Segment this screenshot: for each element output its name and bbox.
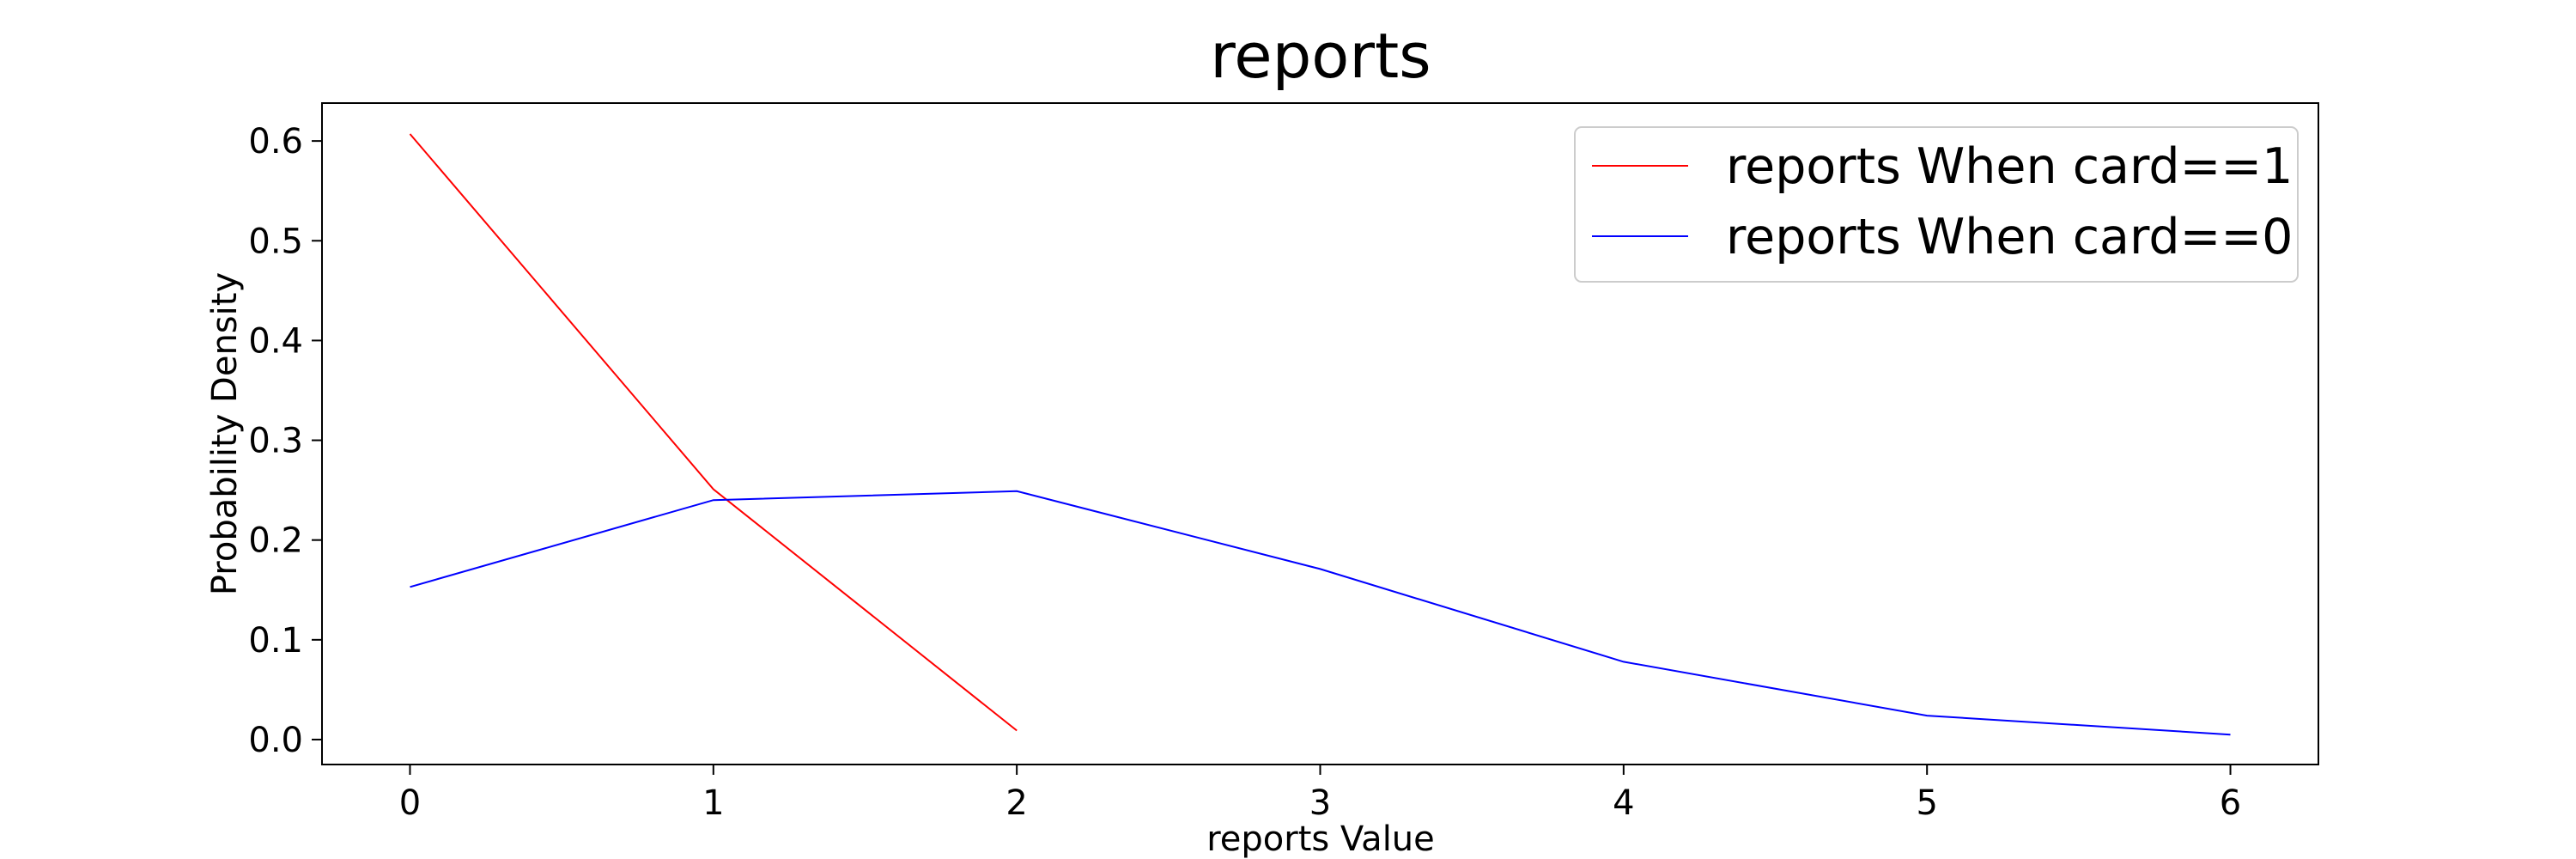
y-axis: 0.0 0.1 0.2 0.3 0.4 0.5 0.6	[248, 122, 322, 760]
series-lines	[409, 133, 2231, 736]
y-tick-label: 0.0	[248, 721, 303, 760]
legend: reports When card==1 reports When card==…	[1574, 126, 2299, 283]
legend-label-card1: reports When card==1	[1726, 138, 2293, 195]
legend-box	[1574, 126, 2299, 283]
y-tick-label: 0.5	[248, 222, 303, 261]
x-tick-label: 5	[1916, 783, 1937, 823]
chart-title: reports	[1210, 20, 1431, 92]
y-tick-label: 0.4	[248, 321, 303, 361]
x-tick-label: 6	[2220, 783, 2241, 823]
y-tick-label: 0.3	[248, 422, 303, 461]
y-tick-label: 0.2	[248, 521, 303, 561]
x-tick-label: 0	[399, 783, 421, 823]
x-tick-label: 2	[1005, 783, 1027, 823]
y-axis-label: Probability Density	[205, 272, 245, 595]
x-axis-label: reports Value	[1206, 819, 1435, 859]
x-tick-label: 3	[1309, 783, 1331, 823]
y-tick-label: 0.6	[248, 122, 303, 161]
series-line-0	[409, 133, 1018, 732]
x-tick-label: 4	[1613, 783, 1634, 823]
y-tick-label: 0.1	[248, 621, 303, 661]
x-tick-label: 1	[702, 783, 724, 823]
legend-label-card0: reports When card==0	[1726, 209, 2293, 265]
x-axis: 0 1 2 3 4 5 6	[399, 765, 2241, 823]
series-line-1	[410, 490, 2231, 736]
